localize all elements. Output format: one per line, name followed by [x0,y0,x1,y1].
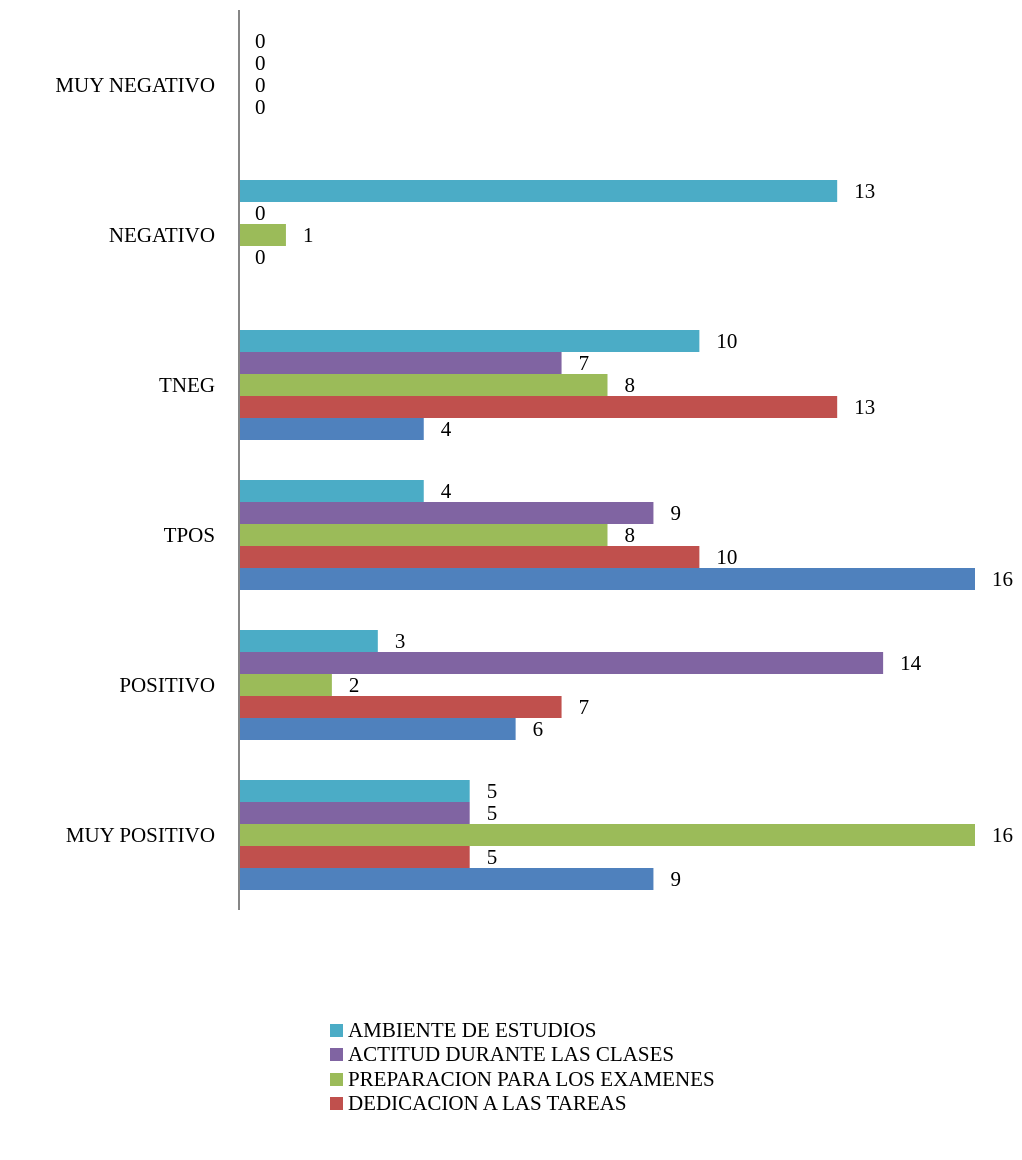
legend-item-ambiente-de-estudios: AMBIENTE DE ESTUDIOS [330,1018,715,1043]
bar-muy-positivo-series-1 [240,868,654,890]
bar-muy-positivo-series-5 [240,780,470,802]
data-label-muy-negativo-series-5: 0 [255,29,266,53]
category-label-positivo: POSITIVO [119,673,215,697]
category-label-muy-positivo: MUY POSITIVO [66,823,215,847]
category-labels-layer: MUY POSITIVO POSITIVO TPOS TNEG NEGATIVO MUY … [55,73,215,847]
legend-swatch [330,1097,343,1111]
data-label-tpos-series-4: 9 [670,501,681,525]
data-label-muy-positivo-series-2: 5 [487,845,498,869]
data-label-positivo-series-1: 6 [533,717,544,741]
data-label-positivo-series-2: 7 [579,695,590,719]
data-label-muy-positivo-series-3: 16 [992,823,1013,847]
data-label-tpos-series-1: 16 [992,567,1013,591]
bar-negativo-series-3 [240,224,286,246]
legend-swatch [330,1023,343,1037]
data-label-tneg-series-4: 7 [579,351,590,375]
bar-tneg-series-1 [240,418,424,440]
bar-tpos-series-1 [240,568,975,590]
bar-tpos-series-5 [240,480,424,502]
legend-item-preparacion-para-los-examenes: PREPARACION PARA LOS EXAMENES [330,1067,715,1092]
data-label-muy-negativo-series-4: 0 [255,51,266,75]
legend-label: DEDICACION A LAS TAREAS [348,1091,627,1116]
legend-swatch [330,1048,343,1062]
data-label-muy-negativo-series-3: 0 [255,73,266,97]
category-label-negativo: NEGATIVO [109,223,215,247]
data-label-tneg-series-5: 10 [716,329,737,353]
data-label-negativo-series-4: 0 [255,201,266,225]
bar-positivo-series-3 [240,674,332,696]
data-label-tpos-series-5: 4 [441,479,452,503]
legend-item-actitud-durante-las-clases: ACTITUD DURANTE LAS CLASES [330,1042,715,1068]
bar-tneg-series-3 [240,374,608,396]
bar-positivo-series-1 [240,718,516,740]
data-label-negativo-series-2: 0 [255,245,266,269]
bar-positivo-series-4 [240,652,884,674]
bar-muy-positivo-series-4 [240,802,470,824]
data-label-positivo-series-4: 14 [900,651,922,675]
data-label-tpos-series-3: 8 [625,523,636,547]
bar-muy-positivo-series-2 [240,846,470,868]
bar-tpos-series-4 [240,502,654,524]
bar-tneg-series-4 [240,352,562,374]
legend-label: AMBIENTE DE ESTUDIOS [348,1017,597,1042]
bar-negativo-series-5 [240,180,838,202]
data-label-tneg-series-1: 4 [441,417,452,441]
data-label-muy-negativo-series-2: 0 [255,95,266,119]
data-label-muy-positivo-series-4: 5 [487,801,498,825]
data-label-tneg-series-2: 13 [854,395,875,419]
bar-tpos-series-2 [240,546,700,568]
data-label-tpos-series-2: 10 [716,545,737,569]
bars-layer [240,180,975,890]
legend-swatch [330,1072,343,1086]
bar-tpos-series-3 [240,524,608,546]
bar-muy-positivo-series-3 [240,824,975,846]
legend-label: PREPARACION PARA LOS EXAMENES [348,1066,715,1091]
category-label-tneg: TNEG [159,373,215,397]
data-label-positivo-series-3: 2 [349,673,360,697]
bar-positivo-series-5 [240,630,378,652]
legend: AMBIENTE DE ESTUDIOS ACTITUD DURANTE LAS … [330,1018,715,1116]
category-label-tpos: TPOS [164,523,215,547]
legend-label: ACTITUD DURANTE LAS CLASES [348,1042,675,1067]
data-label-positivo-series-5: 3 [395,629,406,653]
category-label-muy-negativo: MUY NEGATIVO [55,73,215,97]
data-label-negativo-series-3: 1 [303,223,314,247]
bar-tneg-series-2 [240,396,838,418]
legend-item-dedicacion-a-las-tareas: DEDICACION A LAS TAREAS [330,1091,715,1117]
data-label-muy-positivo-series-1: 9 [670,867,681,891]
bar-positivo-series-2 [240,696,562,718]
data-label-negativo-series-5: 13 [854,179,875,203]
data-label-tneg-series-3: 8 [625,373,636,397]
bar-tneg-series-5 [240,330,700,352]
data-label-muy-positivo-series-5: 5 [487,779,498,803]
